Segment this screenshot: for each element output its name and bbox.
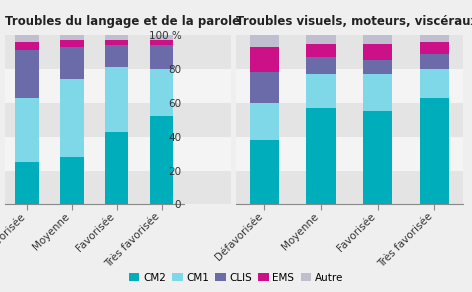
Bar bbox=[420, 35, 449, 42]
Bar bbox=[363, 111, 392, 204]
Bar bbox=[306, 44, 336, 57]
Bar bbox=[184, 137, 231, 171]
Bar bbox=[184, 69, 231, 103]
Bar bbox=[105, 132, 128, 204]
Bar bbox=[363, 35, 392, 44]
Bar bbox=[306, 57, 336, 74]
Bar bbox=[5, 137, 184, 171]
Bar bbox=[105, 35, 128, 40]
Bar bbox=[16, 50, 39, 98]
Bar bbox=[60, 40, 84, 47]
Bar bbox=[16, 98, 39, 162]
Bar bbox=[250, 72, 279, 103]
Bar bbox=[60, 35, 84, 40]
Bar bbox=[60, 79, 84, 157]
Bar bbox=[250, 47, 279, 72]
Bar bbox=[184, 103, 231, 137]
Bar bbox=[60, 47, 84, 79]
Bar bbox=[306, 108, 336, 204]
Bar bbox=[5, 35, 184, 69]
Bar bbox=[236, 69, 463, 103]
Text: Troubles du langage et de la parole: Troubles du langage et de la parole bbox=[5, 15, 240, 28]
Bar bbox=[16, 35, 39, 42]
Bar bbox=[306, 35, 336, 44]
Bar bbox=[420, 42, 449, 54]
Bar bbox=[236, 103, 463, 137]
Bar bbox=[60, 157, 84, 204]
Bar bbox=[306, 74, 336, 108]
Bar bbox=[420, 69, 449, 98]
Bar bbox=[363, 60, 392, 74]
Bar bbox=[5, 103, 184, 137]
Bar bbox=[150, 69, 173, 116]
Bar bbox=[420, 54, 449, 69]
Bar bbox=[250, 35, 279, 47]
Bar bbox=[420, 98, 449, 204]
Bar bbox=[150, 116, 173, 204]
Legend: CM2, CM1, CLIS, EMS, Autre: CM2, CM1, CLIS, EMS, Autre bbox=[125, 268, 347, 287]
Bar bbox=[250, 103, 279, 140]
Bar bbox=[16, 42, 39, 50]
Bar bbox=[5, 171, 184, 204]
Bar bbox=[184, 171, 231, 204]
Bar bbox=[150, 35, 173, 40]
Bar bbox=[184, 35, 231, 69]
Bar bbox=[363, 74, 392, 111]
Bar bbox=[150, 45, 173, 69]
Bar bbox=[236, 171, 463, 204]
Bar bbox=[105, 67, 128, 132]
Bar bbox=[105, 40, 128, 45]
Bar bbox=[250, 140, 279, 204]
Text: Troubles visuels, moteurs, viscéraux: Troubles visuels, moteurs, viscéraux bbox=[236, 15, 472, 28]
Bar bbox=[150, 40, 173, 45]
Bar bbox=[5, 69, 184, 103]
Bar bbox=[236, 137, 463, 171]
Bar bbox=[236, 35, 463, 69]
Bar bbox=[16, 162, 39, 204]
Bar bbox=[363, 44, 392, 60]
Bar bbox=[105, 45, 128, 67]
